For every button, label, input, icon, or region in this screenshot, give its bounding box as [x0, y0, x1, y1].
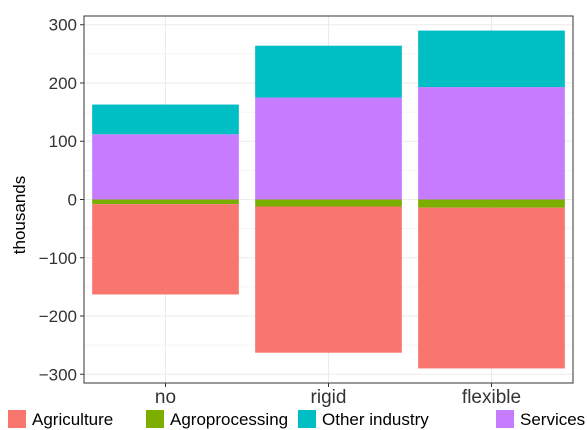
- legend-swatch-services: [496, 410, 514, 428]
- bar-other-industry-rigid: [255, 45, 402, 98]
- y-tick-label: 0: [68, 191, 77, 210]
- bar-agroprocessing-flexible: [418, 199, 565, 208]
- legend-swatch-agroprocessing: [146, 410, 164, 428]
- legend-label: Services: [520, 410, 585, 429]
- legend-swatch-other-industry: [298, 410, 316, 428]
- y-tick-label: 200: [49, 74, 77, 93]
- bar-agriculture-rigid: [255, 206, 402, 353]
- x-axis: no rigid flexible: [155, 383, 521, 408]
- y-tick-label: −200: [39, 307, 77, 326]
- bar-services-flexible: [418, 87, 565, 200]
- bar-agriculture-no: [92, 204, 239, 295]
- legend-label: Agroprocessing: [170, 410, 288, 429]
- y-axis-title: thousands: [10, 176, 29, 254]
- bar-services-no: [92, 134, 239, 200]
- legend-label: Agriculture: [32, 410, 113, 429]
- bar-agroprocessing-rigid: [255, 199, 402, 207]
- bar-services-rigid: [255, 97, 402, 200]
- y-axis: −300 −200 −100 0 100 200 300: [39, 16, 84, 384]
- y-tick-label: −100: [39, 249, 77, 268]
- bars: [92, 30, 565, 369]
- legend-swatch-agriculture: [8, 410, 26, 428]
- y-tick-label: 100: [49, 132, 77, 151]
- x-tick-label: rigid: [311, 387, 347, 408]
- legend: Agriculture Agroprocessing Other industry S…: [8, 410, 585, 429]
- bar-agroprocessing-no: [92, 199, 239, 205]
- y-tick-label: −300: [39, 365, 77, 384]
- x-tick-label: no: [155, 387, 176, 408]
- bar-other-industry-no: [92, 104, 239, 135]
- bar-other-industry-flexible: [418, 30, 565, 88]
- x-tick-label: flexible: [462, 387, 521, 408]
- legend-label: Other industry: [322, 410, 429, 429]
- bar-agriculture-flexible: [418, 207, 565, 369]
- y-tick-label: 300: [49, 16, 77, 35]
